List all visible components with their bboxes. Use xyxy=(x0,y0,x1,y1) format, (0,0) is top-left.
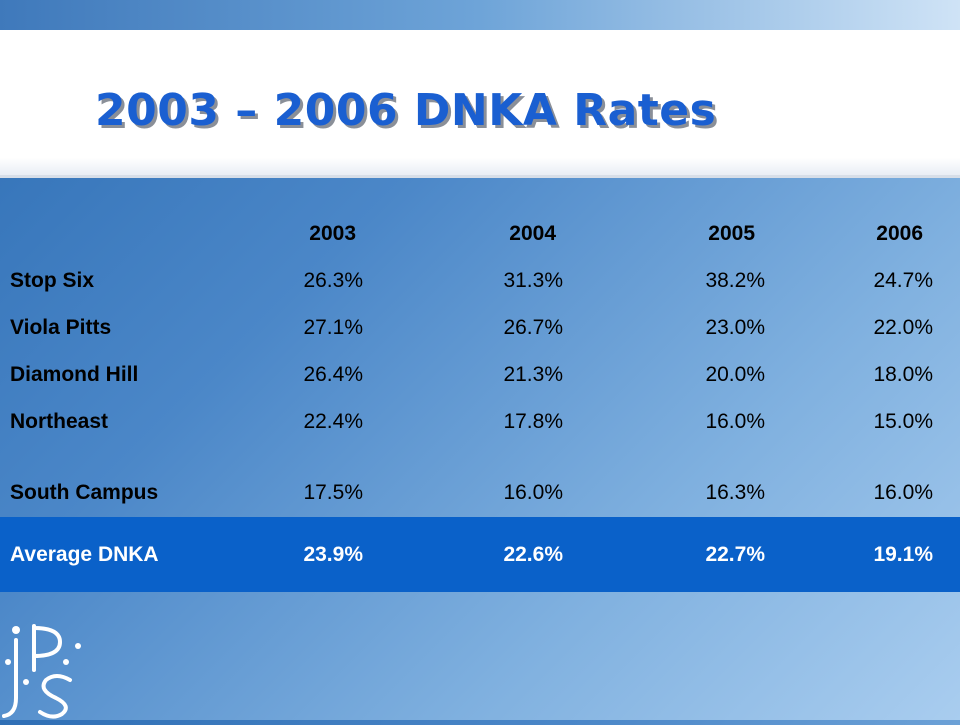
table-cell: 38.2% xyxy=(705,269,765,292)
table-cell: 27.1% xyxy=(303,316,363,339)
table-row: Viola Pitts 27.1% 26.7% 23.0% 22.0% xyxy=(0,304,960,351)
row-label: Diamond Hill xyxy=(10,363,139,386)
table-cell: 16.0% xyxy=(503,481,563,504)
table-cell: 22.4% xyxy=(303,410,363,433)
row-label: Northeast xyxy=(10,410,109,433)
table-row: Stop Six 26.3% 31.3% 38.2% 24.7% xyxy=(0,257,960,304)
table-cell: 16.3% xyxy=(705,481,765,504)
title-band: 2003 – 2006 DNKA Rates xyxy=(0,30,960,178)
slide-title: 2003 – 2006 DNKA Rates xyxy=(95,85,717,136)
table-row: Northeast 22.4% 17.8% 16.0% 15.0% xyxy=(0,398,960,445)
row-label: Viola Pitts xyxy=(10,316,112,339)
table-cell: 16.0% xyxy=(873,481,933,504)
dnka-rates-table: 2003 2004 2005 2006 Stop Six 26.3% 31.3%… xyxy=(0,210,960,592)
table-cell: 26.7% xyxy=(503,316,563,339)
column-header-2006: 2006 xyxy=(876,222,923,245)
column-header-2005: 2005 xyxy=(708,222,755,245)
table-cell: 21.3% xyxy=(503,363,563,386)
table-row: South Campus 17.5% 16.0% 16.3% 16.0% xyxy=(0,469,960,516)
table-cell: 26.3% xyxy=(303,269,363,292)
row-label: South Campus xyxy=(10,481,159,504)
average-row-label: Average DNKA xyxy=(10,543,159,566)
average-cell: 19.1% xyxy=(873,543,933,566)
row-label: Stop Six xyxy=(10,269,95,292)
average-dnka-row: Average DNKA 23.9% 22.6% 22.7% 19.1% xyxy=(0,517,960,592)
table-cell: 24.7% xyxy=(873,269,933,292)
table-cell: 23.0% xyxy=(705,316,765,339)
table-row: Diamond Hill 26.4% 21.3% 20.0% 18.0% xyxy=(0,351,960,398)
column-header-2004: 2004 xyxy=(509,222,556,245)
jps-logo-icon xyxy=(0,618,95,720)
table-cell: 20.0% xyxy=(705,363,765,386)
table-header-row: 2003 2004 2005 2006 xyxy=(0,210,960,257)
top-decorative-strip xyxy=(0,0,960,30)
table-cell: 26.4% xyxy=(303,363,363,386)
table-cell: 16.0% xyxy=(705,410,765,433)
table-cell: 22.0% xyxy=(873,316,933,339)
table-cell: 18.0% xyxy=(873,363,933,386)
column-header-2003: 2003 xyxy=(309,222,356,245)
average-cell: 22.6% xyxy=(503,543,563,566)
average-cell: 22.7% xyxy=(705,543,765,566)
table-cell: 17.5% xyxy=(303,481,363,504)
table-cell: 31.3% xyxy=(503,269,563,292)
table-cell: 15.0% xyxy=(873,410,933,433)
table-cell: 17.8% xyxy=(503,410,563,433)
average-cell: 23.9% xyxy=(303,543,363,566)
